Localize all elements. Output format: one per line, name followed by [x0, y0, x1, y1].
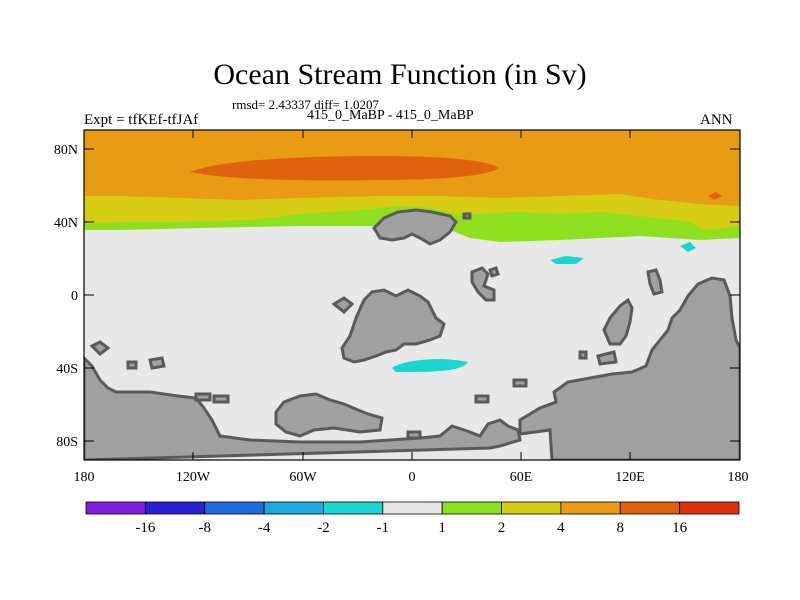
- land-small-island-d: [212, 394, 230, 404]
- colorbar-label: 2: [498, 520, 506, 536]
- colorbar-swatch: [263, 501, 324, 515]
- land-small-island-f: [148, 356, 166, 370]
- land-north-continent: [372, 208, 458, 246]
- colorbar-swatch: [501, 501, 562, 515]
- land-india-like: [602, 297, 634, 346]
- land-masses: [84, 208, 740, 460]
- cyan-patch-south-atlantic: [392, 359, 468, 372]
- colorbar-swatch: [560, 501, 621, 515]
- colorbar-swatch: [441, 501, 502, 515]
- y-tick-label: 80S: [56, 435, 78, 450]
- land-islet-m: [578, 350, 588, 360]
- colorbar-label: -16: [135, 520, 155, 536]
- colorbar-swatch: [382, 501, 443, 515]
- land-small-islet-h: [462, 212, 472, 220]
- cyan-patch-indian: [550, 256, 584, 264]
- land-small-island-e: [126, 360, 138, 370]
- colorbar-label: -4: [258, 520, 271, 536]
- y-axis-ticks: [84, 148, 740, 442]
- y-tick-labels: 80N 40N 0 40S 80S: [54, 143, 78, 450]
- colorbar-swatch: [323, 501, 384, 515]
- chart-title: Ocean Stream Function (in Sv): [213, 58, 587, 91]
- band-dark-orange-small: [708, 192, 722, 200]
- colorbar-label: 8: [617, 520, 625, 536]
- x-axis-ticks: [83, 130, 741, 460]
- colorbar-label: 1: [438, 520, 446, 536]
- land-islet-i: [646, 268, 664, 296]
- land-africa-like: [340, 288, 446, 364]
- land-islet-k: [512, 378, 528, 388]
- land-southern-continent: [274, 392, 384, 438]
- x-tick-label: 0: [409, 470, 416, 485]
- land-peninsula: [596, 350, 618, 366]
- colorbar: -16 -8 -4 -2 -1 1 2 4 8 16: [85, 501, 740, 536]
- colorbar-swatch: [679, 501, 740, 515]
- x-tick-label: 180: [728, 470, 749, 485]
- y-tick-label: 0: [71, 289, 78, 304]
- stats-text: rmsd= 2.43337 diff= 1.0207: [232, 97, 379, 112]
- cyan-patch-pacific: [680, 242, 696, 252]
- colorbar-label: -8: [198, 520, 211, 536]
- colorbar-label: 16: [672, 520, 688, 536]
- x-tick-label: 120E: [615, 470, 645, 485]
- x-tick-label: 180: [74, 470, 95, 485]
- colorbar-label: 4: [557, 520, 565, 536]
- land-australia-like: [518, 276, 740, 460]
- x-tick-label: 60E: [510, 470, 533, 485]
- colorbar-label: -2: [317, 520, 330, 536]
- colorbar-swatch: [204, 501, 265, 515]
- colorbar-swatch: [619, 501, 681, 515]
- x-tick-label: 60W: [289, 470, 317, 485]
- y-tick-label: 40S: [56, 362, 78, 377]
- colorbar-swatch: [85, 501, 146, 515]
- subtitle: 415_0_MaBP - 415_0_MaBP: [307, 108, 474, 123]
- x-tick-label: 120W: [176, 470, 211, 485]
- land-small-island-b: [331, 296, 355, 315]
- y-tick-label: 40N: [54, 216, 78, 231]
- band-dark-orange: [190, 156, 498, 181]
- colorbar-label: -1: [377, 520, 390, 536]
- land-small-island-a: [89, 340, 111, 356]
- y-tick-label: 80N: [54, 143, 78, 158]
- season-label: ANN: [700, 112, 733, 128]
- land-small-island-c: [194, 392, 212, 402]
- experiment-label: Expt = tfKEf-tfJAf: [84, 112, 199, 128]
- land-islet-l: [406, 430, 422, 440]
- x-tick-labels: 180 120W 60W 0 60E 120E 180: [74, 470, 749, 485]
- land-islet-j: [474, 394, 490, 404]
- map-plot: [84, 130, 740, 460]
- land-small-islet-g: [488, 266, 500, 278]
- land-asia-like: [470, 266, 496, 302]
- colorbar-swatch: [144, 501, 206, 515]
